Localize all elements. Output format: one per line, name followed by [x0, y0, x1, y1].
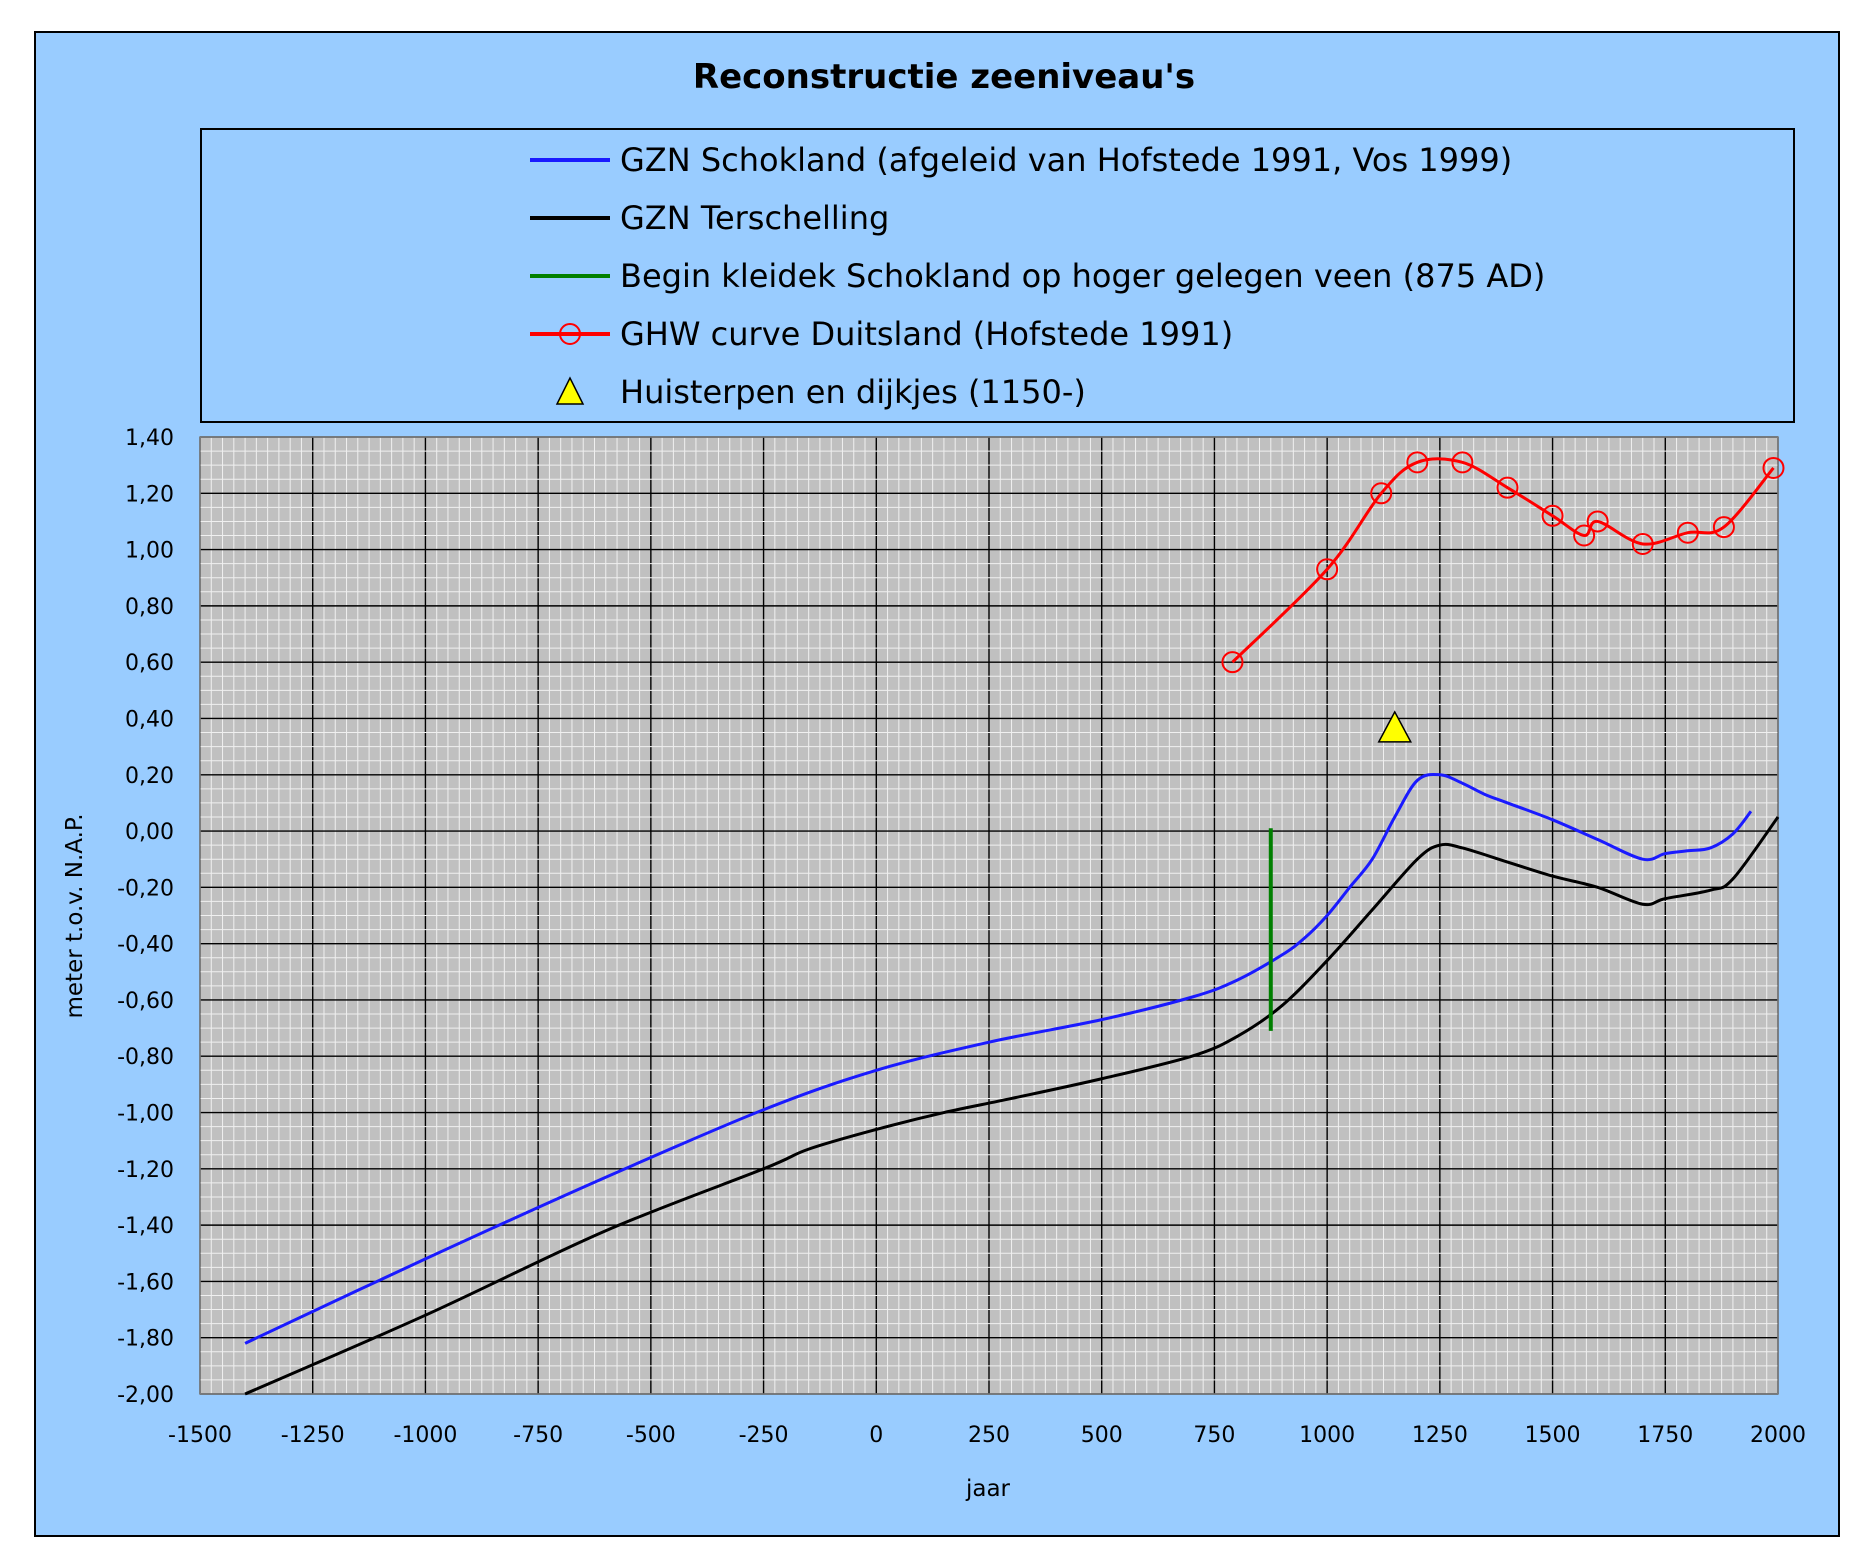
- y-tick-label: 1,00: [125, 539, 174, 564]
- y-tick-label: 0,80: [125, 595, 174, 620]
- legend-label: Huisterpen en dijkjes (1150-): [620, 373, 1086, 411]
- x-tick-label: 1500: [1525, 1423, 1581, 1448]
- legend-swatch-triangle: [555, 376, 585, 405]
- x-tick-label: -750: [513, 1423, 563, 1448]
- x-tick-label: -1250: [281, 1423, 345, 1448]
- y-tick-label: -1,60: [117, 1270, 174, 1295]
- y-tick-label: 0,40: [125, 707, 174, 732]
- legend: GZN Schokland (afgeleid van Hofstede 199…: [530, 141, 1545, 411]
- x-axis-ticks: -1500 -1250 -1000 -750 -500 -250 0 250 500 750 100…: [168, 1423, 1806, 1448]
- legend-item: GHW curve Duitsland (Hofstede 1991): [530, 315, 1233, 353]
- x-tick-label: 500: [1081, 1423, 1123, 1448]
- circle-marker: [1541, 504, 1564, 527]
- y-tick-label: -0,60: [117, 989, 174, 1014]
- x-axis-title: jaar: [965, 1476, 1011, 1502]
- x-tick-label: 750: [1193, 1423, 1235, 1448]
- y-tick-label: -0,40: [117, 933, 174, 958]
- y-tick-label: 1,20: [125, 482, 174, 507]
- x-tick-label: 250: [968, 1423, 1010, 1448]
- series-layer: [244, 451, 1785, 1396]
- x-tick-label: 2000: [1750, 1423, 1806, 1448]
- circle-marker: [1676, 521, 1699, 544]
- series-line-gzn-schokland-afgeleid-van-hof: [244, 772, 1753, 1345]
- circle-marker: [1451, 451, 1474, 474]
- legend-item: Huisterpen en dijkjes (1150-): [555, 373, 1086, 411]
- circle-marker: [1631, 532, 1654, 555]
- x-tick-label: -250: [739, 1423, 789, 1448]
- legend-label: GHW curve Duitsland (Hofstede 1991): [620, 315, 1233, 353]
- x-tick-label: -1500: [168, 1423, 232, 1448]
- x-tick-label: 1000: [1299, 1423, 1355, 1448]
- legend-box: [200, 128, 1795, 423]
- legend-label: GZN Schokland (afgeleid van Hofstede 199…: [620, 141, 1512, 179]
- y-tick-label: 0,00: [125, 820, 174, 845]
- circle-marker: [1406, 451, 1429, 474]
- circle-marker: [1586, 510, 1609, 533]
- legend-label: Begin kleidek Schokland op hoger gelegen…: [620, 257, 1545, 295]
- series-line-gzn-terschelling: [244, 816, 1780, 1396]
- legend-label: GZN Terschelling: [620, 199, 889, 237]
- circle-marker: [1496, 476, 1519, 499]
- y-tick-label: 0,20: [125, 764, 174, 789]
- y-tick-label: -0,80: [117, 1045, 174, 1070]
- y-tick-label: -1,20: [117, 1158, 174, 1183]
- y-tick-label: -1,80: [117, 1327, 174, 1352]
- circle-marker: [1316, 558, 1339, 581]
- x-tick-label: 0: [869, 1423, 883, 1448]
- legend-item: GZN Terschelling: [530, 199, 889, 237]
- triangle-marker: [1377, 710, 1413, 743]
- y-tick-label: -1,40: [117, 1214, 174, 1239]
- y-tick-label: -2,00: [117, 1383, 174, 1408]
- y-axis-ticks: 1,40 1,20 1,00 0,80 0,60 0,40 0,20 0,00 -0,20 -0,…: [117, 426, 174, 1408]
- circle-marker: [1221, 651, 1244, 674]
- x-tick-label: -1000: [393, 1423, 457, 1448]
- y-axis-title: meter t.o.v. N.A.P.: [62, 813, 88, 1018]
- y-tick-label: -1,00: [117, 1102, 174, 1127]
- x-tick-label: -500: [626, 1423, 676, 1448]
- y-tick-label: 1,40: [125, 426, 174, 451]
- legend-item: Begin kleidek Schokland op hoger gelegen…: [530, 257, 1545, 295]
- legend-swatch-marker: [559, 323, 581, 345]
- circle-marker: [1573, 524, 1596, 547]
- legend-item: GZN Schokland (afgeleid van Hofstede 199…: [530, 141, 1512, 179]
- x-tick-label: 1250: [1412, 1423, 1468, 1448]
- x-tick-label: 1750: [1637, 1423, 1693, 1448]
- y-tick-label: 0,60: [125, 651, 174, 676]
- plot-area-border: [199, 436, 1779, 1395]
- y-tick-label: -0,20: [117, 876, 174, 901]
- circle-marker: [1712, 516, 1735, 539]
- chart-title: Reconstructie zeeniveau's: [693, 57, 1195, 97]
- grid-layer: [199, 436, 1779, 1395]
- circle-marker: [1370, 482, 1393, 505]
- circle-marker: [1762, 456, 1785, 479]
